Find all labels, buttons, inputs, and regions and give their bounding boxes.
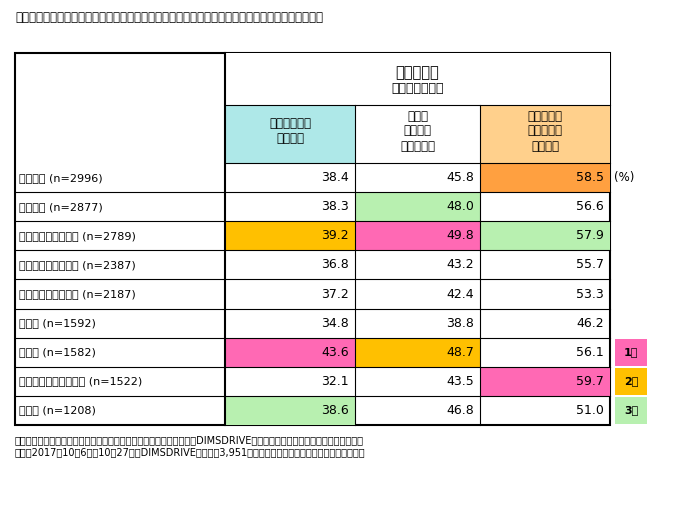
Bar <box>615 368 647 395</box>
Text: 期間：2017年10月6日～10月27日、DIMSDRIVEモニター3,951人が回答。エピソードも同アンケートです。: 期間：2017年10月6日～10月27日、DIMSDRIVEモニター3,951人… <box>15 447 365 457</box>
Text: 42.4: 42.4 <box>447 288 474 301</box>
Text: 43.6: 43.6 <box>321 346 349 359</box>
Text: マスク (n=1592): マスク (n=1592) <box>19 318 96 328</box>
Text: 歯ブラシ (n=2996): 歯ブラシ (n=2996) <box>19 173 103 183</box>
Bar <box>355 221 480 251</box>
Text: シャンプー・リンス (n=2789): シャンプー・リンス (n=2789) <box>19 231 136 241</box>
Text: 38.8: 38.8 <box>446 316 474 329</box>
Text: 38.4: 38.4 <box>321 171 349 184</box>
Text: 整髪料 (n=1208): 整髪料 (n=1208) <box>19 405 96 415</box>
Text: 34.8: 34.8 <box>321 316 349 329</box>
Text: 調査機関：インターワイヤード株式会社が運営するネットリサーチ『DIMSDRIVE』実施のアンケート「高価格帯日用品」。: 調査機関：インターワイヤード株式会社が運営するネットリサーチ『DIMSDRIVE… <box>15 435 364 445</box>
Bar <box>225 396 355 425</box>
Text: 32.1: 32.1 <box>321 375 349 388</box>
Text: 46.8: 46.8 <box>447 404 474 417</box>
Text: (%): (%) <box>614 171 634 184</box>
Text: 43.5: 43.5 <box>447 375 474 388</box>
Bar <box>615 339 647 366</box>
Text: 51.0: 51.0 <box>576 404 604 417</box>
Text: 《安いものを
買う》計: 《安いものを 買う》計 <box>269 117 311 145</box>
Bar <box>480 163 610 192</box>
Bar <box>480 367 610 396</box>
Text: 56.1: 56.1 <box>576 346 604 359</box>
Bar <box>480 221 610 251</box>
Text: 59.7: 59.7 <box>576 375 604 388</box>
Bar <box>355 192 480 221</box>
Bar <box>225 221 355 251</box>
Text: 剃刀シェーバー／替刃 (n=1522): 剃刀シェーバー／替刃 (n=1522) <box>19 377 142 386</box>
Text: 56.6: 56.6 <box>576 200 604 213</box>
Text: 57.9: 57.9 <box>576 229 604 242</box>
Text: 43.2: 43.2 <box>447 258 474 271</box>
Text: 36.8: 36.8 <box>321 258 349 271</box>
Bar <box>355 105 480 163</box>
Text: いつも
決まった
ものを買う: いつも 決まった ものを買う <box>400 109 435 153</box>
Text: （購入傾向別）: （購入傾向別） <box>391 82 444 95</box>
Text: 39.2: 39.2 <box>321 229 349 242</box>
Text: 柔軟剤 (n=1582): 柔軟剤 (n=1582) <box>19 347 96 357</box>
Text: 38.6: 38.6 <box>321 404 349 417</box>
Text: 2位: 2位 <box>624 377 638 386</box>
Bar <box>225 105 355 163</box>
Bar <box>355 338 480 367</box>
Text: 歯磨き粉 (n=2877): 歯磨き粉 (n=2877) <box>19 202 103 212</box>
Text: 3位: 3位 <box>624 405 638 415</box>
Text: トイレットペーパー (n=2387): トイレットペーパー (n=2387) <box>19 260 136 270</box>
Text: 《満足度》: 《満足度》 <box>395 65 440 81</box>
Text: 37.2: 37.2 <box>321 288 349 301</box>
Text: ボックスティッシュ (n=2187): ボックスティッシュ (n=2187) <box>19 289 136 299</box>
Text: 48.0: 48.0 <box>446 200 474 213</box>
Text: 46.2: 46.2 <box>576 316 604 329</box>
Bar <box>225 338 355 367</box>
Text: 58.5: 58.5 <box>576 171 604 184</box>
Text: 55.7: 55.7 <box>576 258 604 271</box>
Bar <box>225 53 610 105</box>
Text: 1位: 1位 <box>624 347 638 357</box>
Text: 《ちょっと
高いものを
買う》計: 《ちょっと 高いものを 買う》計 <box>528 109 563 153</box>
Text: 48.7: 48.7 <box>446 346 474 359</box>
Bar <box>480 105 610 163</box>
Text: 49.8: 49.8 <box>447 229 474 242</box>
Text: 53.3: 53.3 <box>576 288 604 301</box>
Text: 38.3: 38.3 <box>321 200 349 213</box>
Bar <box>15 53 610 425</box>
Text: 表３　「上記の方法で購入した際の満足度はどのくらいですか」　についての回答（購入傾向別）: 表３ 「上記の方法で購入した際の満足度はどのくらいですか」 についての回答（購入… <box>15 11 323 24</box>
Text: 45.8: 45.8 <box>446 171 474 184</box>
Bar <box>615 397 647 424</box>
